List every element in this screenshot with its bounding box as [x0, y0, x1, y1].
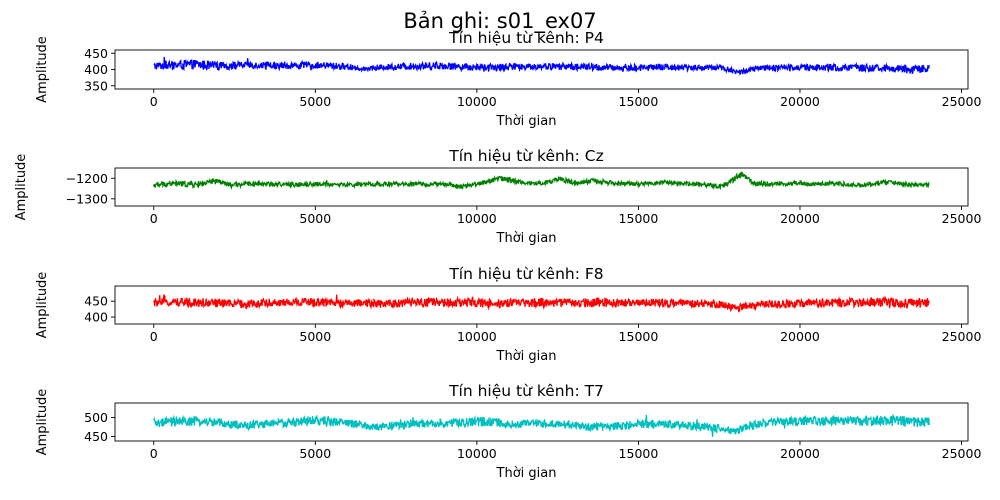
- x-axis-label: Thời gian: [496, 349, 557, 364]
- x-tick-label: 5000: [299, 211, 331, 226]
- x-tick-label: 15000: [619, 446, 659, 461]
- axes-frame: [114, 167, 969, 207]
- y-tick-label: 500: [84, 410, 108, 425]
- signal-line-4: [153, 413, 930, 437]
- x-tick-label: 25000: [942, 329, 982, 344]
- subplot-title: Tín hiệu từ kênh: Cz: [448, 147, 604, 165]
- subplot-2: 0 5000 10000 15000 20000 25000 −1200 −1300 Tín h…: [14, 147, 981, 246]
- x-tick-label: 10000: [457, 211, 497, 226]
- x-tick-label: 25000: [942, 211, 982, 226]
- x-tick-label: 5000: [299, 94, 331, 109]
- x-tick-label: 15000: [619, 94, 659, 109]
- subplot-title: Tín hiệu từ kênh: T7: [448, 382, 604, 400]
- x-tick-label: 20000: [780, 446, 820, 461]
- x-tick-label: 25000: [942, 94, 982, 109]
- x-tick-label: 10000: [457, 329, 497, 344]
- axes-frame: [114, 285, 969, 325]
- y-tick-label: 450: [84, 46, 108, 61]
- y-tick-label: −1200: [66, 171, 108, 186]
- x-tick-label: 0: [150, 211, 158, 226]
- figure-suptitle: Bản ghi: s01_ex07: [403, 9, 596, 34]
- subplot-title: Tín hiệu từ kênh: F8: [448, 265, 603, 283]
- y-tick-label: 400: [84, 62, 108, 77]
- x-tick-label: 5000: [299, 446, 331, 461]
- x-tick-label: 10000: [457, 446, 497, 461]
- x-axis-label: Thời gian: [496, 114, 557, 129]
- y-axis-label: Amplitude: [35, 272, 50, 339]
- signal-line-3: [153, 294, 930, 313]
- x-tick-label: 20000: [780, 329, 820, 344]
- x-tick-label: 10000: [457, 94, 497, 109]
- x-axis-label: Thời gian: [496, 466, 557, 481]
- y-axis-label: Amplitude: [14, 154, 29, 221]
- subplot-4: 0 5000 10000 15000 20000 25000 450 500 Tín hiệu …: [35, 382, 981, 481]
- y-tick-label: 350: [84, 78, 108, 93]
- x-tick-label: 20000: [780, 211, 820, 226]
- y-tick-label: 450: [84, 294, 108, 309]
- y-tick-label: −1300: [66, 191, 108, 206]
- y-tick-label: 450: [84, 429, 108, 444]
- x-tick-label: 0: [150, 94, 158, 109]
- x-tick-label: 0: [150, 329, 158, 344]
- x-tick-label: 25000: [942, 446, 982, 461]
- signal-line-2: [153, 171, 930, 191]
- y-axis-label: Amplitude: [35, 36, 50, 103]
- y-tick-label: 400: [84, 310, 108, 325]
- x-axis-label: Thời gian: [496, 231, 557, 246]
- axes-frame: [114, 402, 969, 442]
- y-axis-label: Amplitude: [35, 389, 50, 456]
- x-tick-label: 15000: [619, 329, 659, 344]
- x-tick-label: 5000: [299, 329, 331, 344]
- x-tick-label: 0: [150, 446, 158, 461]
- x-tick-label: 20000: [780, 94, 820, 109]
- signal-line-1: [153, 56, 930, 76]
- x-tick-label: 15000: [619, 211, 659, 226]
- subplot-title: Tín hiệu từ kênh: P4: [448, 29, 604, 47]
